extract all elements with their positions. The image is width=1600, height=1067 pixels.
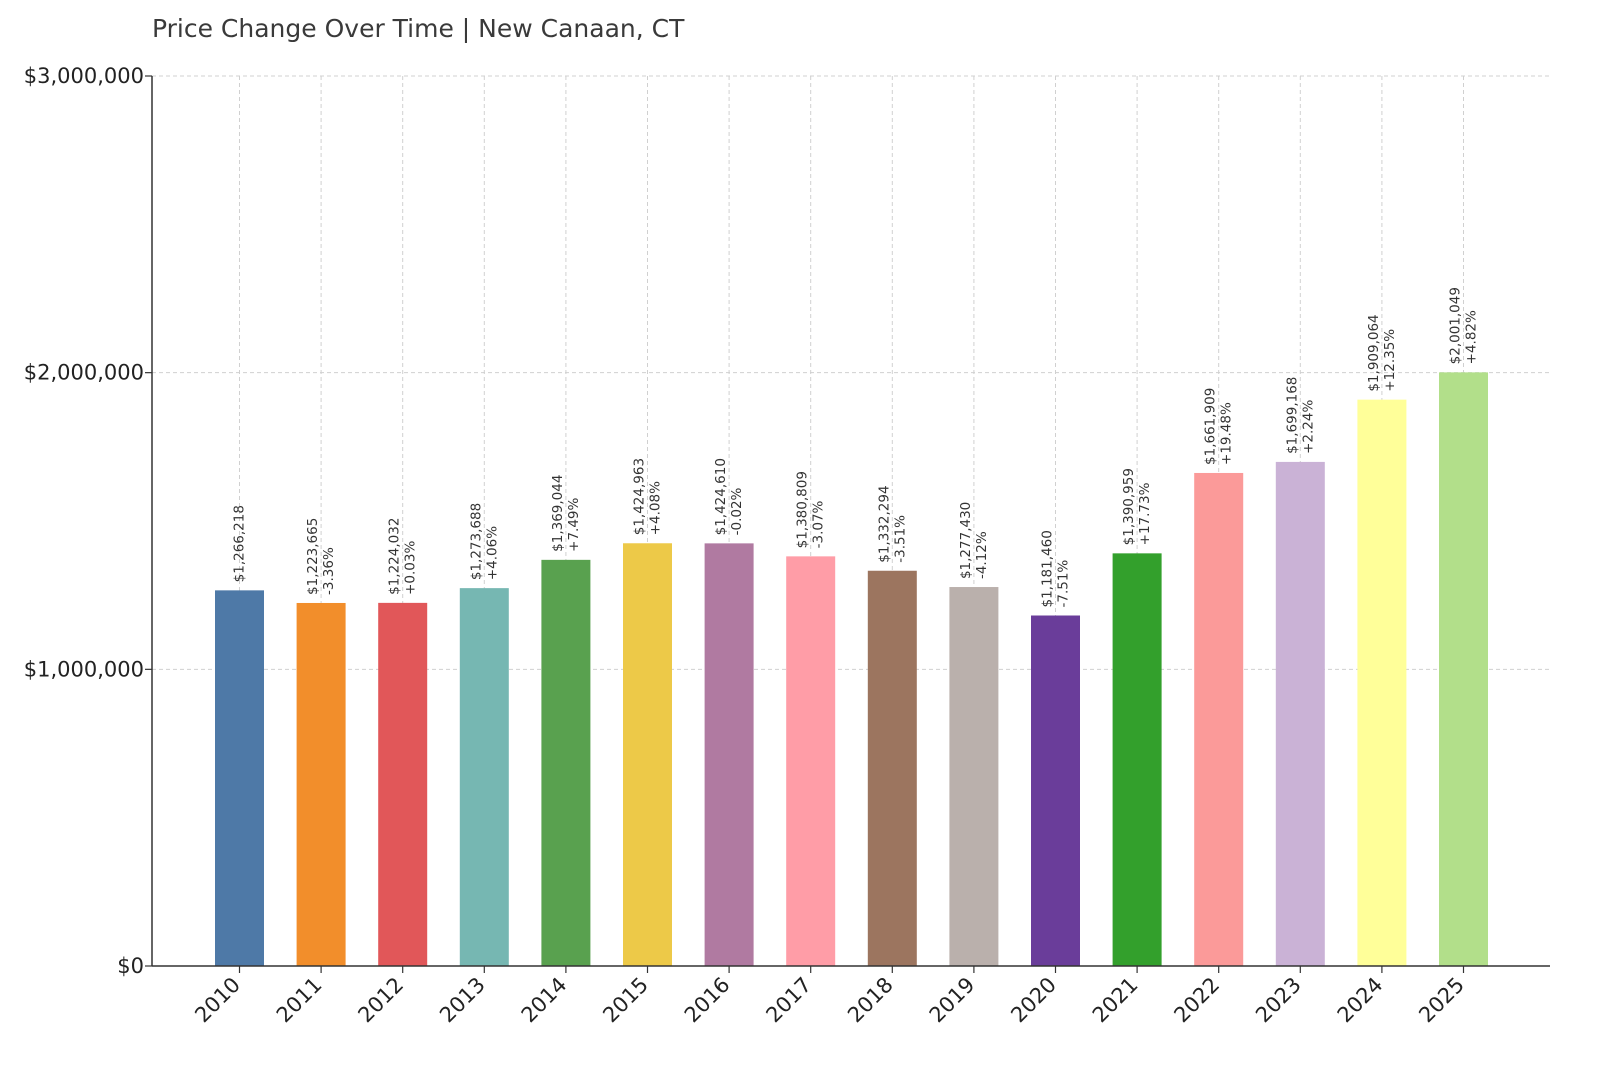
x-tick-label-2014: 2014	[517, 973, 572, 1028]
x-tick-label-2018: 2018	[843, 973, 898, 1028]
change-label-2014: +7.49%	[566, 497, 582, 551]
value-label-2012: $1,224,032	[387, 518, 403, 595]
bar-2025	[1439, 372, 1488, 966]
value-label-2025: $2,001,049	[1448, 287, 1464, 364]
change-label-2016: -0.02%	[729, 487, 745, 535]
x-tick-label-2021: 2021	[1088, 973, 1143, 1028]
chart-title: Price Change Over Time | New Canaan, CT	[152, 14, 685, 43]
bar-2013	[459, 588, 509, 966]
value-label-2020: $1,181,460	[1040, 530, 1056, 607]
change-label-2019: -4.12%	[974, 531, 990, 579]
x-tick-label-2013: 2013	[435, 973, 490, 1028]
value-label-2010: $1,266,218	[232, 505, 248, 582]
value-label-2024: $1,909,064	[1366, 314, 1382, 391]
change-label-2015: +4.08%	[648, 481, 664, 535]
bar-2022	[1194, 472, 1244, 966]
change-label-2018: -3.51%	[892, 515, 908, 563]
bar-2024	[1357, 399, 1407, 966]
x-tick-label-2022: 2022	[1169, 973, 1224, 1028]
change-label-2023: +2.24%	[1300, 400, 1316, 454]
bar-2021	[1112, 553, 1162, 966]
change-label-2012: +0.03%	[403, 541, 419, 595]
y-tick-label: $1,000,000	[24, 657, 144, 681]
value-label-2014: $1,369,044	[550, 475, 566, 552]
value-label-2023: $1,699,168	[1284, 377, 1300, 454]
x-tick-label-2023: 2023	[1251, 973, 1306, 1028]
change-label-2022: +19.48%	[1219, 402, 1235, 465]
bar-2020	[1031, 615, 1080, 966]
y-tick-label: $2,000,000	[24, 361, 144, 385]
value-label-2015: $1,424,963	[632, 458, 648, 535]
change-label-2017: -3.07%	[811, 500, 827, 548]
value-label-2018: $1,332,294	[876, 485, 892, 562]
bar-2017	[786, 556, 836, 966]
x-tick-label-2015: 2015	[598, 973, 653, 1028]
change-label-2020: -7.51%	[1056, 560, 1072, 608]
x-tick-label-2010: 2010	[190, 973, 245, 1028]
x-tick-label-2016: 2016	[680, 973, 735, 1028]
x-tick-label-2024: 2024	[1333, 973, 1388, 1028]
y-tick-label: $0	[117, 954, 144, 978]
value-label-2019: $1,277,430	[958, 502, 974, 579]
value-label-2017: $1,380,809	[795, 471, 811, 548]
change-label-2024: +12.35%	[1382, 329, 1398, 392]
x-tick-label-2025: 2025	[1414, 973, 1469, 1028]
bar-2012	[378, 602, 428, 966]
change-label-2011: -3.36%	[321, 547, 337, 595]
x-tick-label-2012: 2012	[353, 973, 408, 1028]
bar-2014	[541, 559, 591, 966]
value-label-2021: $1,390,959	[1121, 468, 1137, 545]
bar-2018	[867, 570, 917, 966]
x-tick-label-2019: 2019	[925, 973, 980, 1028]
bar-2016	[704, 543, 754, 966]
bar-2019	[949, 587, 999, 966]
bar-2015	[623, 543, 672, 966]
bar-2011	[296, 602, 346, 966]
bar-2023	[1275, 461, 1325, 966]
change-label-2025: +4.82%	[1464, 310, 1480, 364]
change-label-2021: +17.73%	[1137, 482, 1153, 545]
y-tick-label: $3,000,000	[24, 64, 144, 88]
x-tick-label-2017: 2017	[761, 973, 816, 1028]
x-tick-label-2020: 2020	[1006, 973, 1061, 1028]
value-label-2011: $1,223,665	[305, 518, 321, 595]
bar-2010	[215, 590, 264, 966]
value-label-2016: $1,424,610	[713, 458, 729, 535]
x-tick-label-2011: 2011	[272, 973, 327, 1028]
change-label-2013: +4.06%	[484, 526, 500, 580]
value-label-2022: $1,661,909	[1203, 388, 1219, 465]
value-label-2013: $1,273,688	[468, 503, 484, 580]
